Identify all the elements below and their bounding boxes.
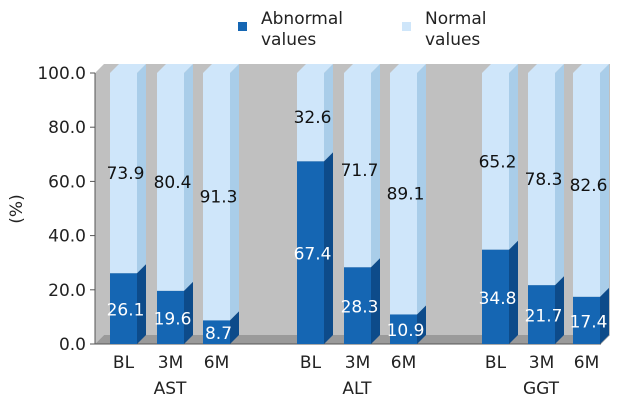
bar-abnormal-front: [482, 249, 509, 344]
x-category-label: 3M: [345, 353, 370, 373]
y-tick-label: 20.0: [48, 281, 86, 301]
x-category-label: 3M: [529, 353, 554, 373]
legend-abnormal-label: Abnormal values: [261, 9, 343, 50]
bar-normal-front: [390, 73, 417, 315]
legend-normal-label: Normal values: [425, 9, 487, 50]
bar-abnormal-side: [230, 311, 239, 344]
bar-normal-top: [344, 64, 380, 73]
bar-normal-side: [600, 64, 609, 297]
data-label-normal: 78.3: [525, 170, 563, 190]
bar-abnormal-front: [573, 296, 600, 344]
data-label-normal: 89.1: [387, 185, 425, 205]
bar-normal-front: [573, 73, 600, 297]
x-category-label: BL: [113, 353, 135, 373]
bar-normal-front: [482, 73, 509, 250]
bar-abnormal-front: [110, 273, 137, 344]
bar-normal-side: [137, 64, 146, 274]
x-category-label: BL: [485, 353, 507, 373]
bar-abnormal-front: [157, 290, 184, 344]
bar-abnormal-front: [297, 161, 324, 344]
legend-normal: Normal values: [402, 9, 515, 51]
bar-abnormal-front: [528, 285, 555, 344]
bar-abnormal-side: [184, 281, 193, 344]
x-group-label: GGT: [523, 379, 560, 399]
data-label-abnormal: 28.3: [341, 298, 379, 318]
data-label-normal: 73.9: [107, 164, 145, 184]
bar-abnormal-side: [137, 264, 146, 344]
y-tick-label: 0.0: [59, 335, 86, 355]
legend-abnormal: Abnormal values: [238, 9, 351, 51]
bar-normal-top: [482, 64, 518, 73]
bar-normal-top: [573, 64, 609, 73]
data-label-normal: 65.2: [479, 152, 517, 172]
bar-normal-front: [203, 73, 230, 321]
data-label-abnormal: 10.9: [387, 321, 425, 341]
bar-normal-side: [324, 64, 333, 162]
x-category-label: 6M: [204, 353, 229, 373]
bar-abnormal-front: [390, 314, 417, 344]
bar-abnormal-front: [344, 267, 371, 344]
legend-abnormal-swatch: [238, 22, 247, 31]
data-label-normal: 91.3: [200, 188, 238, 208]
y-tick-label: 40.0: [48, 227, 86, 247]
bar-normal-front: [110, 73, 137, 274]
data-label-normal: 82.6: [570, 176, 608, 196]
bar-normal-front: [528, 73, 555, 286]
bar-normal-top: [528, 64, 564, 73]
bar-abnormal-side: [555, 276, 564, 344]
x-category-label: BL: [300, 353, 322, 373]
bar-normal-top: [297, 64, 333, 73]
y-axis-label: (%): [7, 194, 27, 223]
bar-abnormal-side: [600, 287, 609, 344]
x-category-label: 6M: [574, 353, 599, 373]
x-category-label: 6M: [391, 353, 416, 373]
legend-normal-swatch: [402, 22, 411, 31]
data-label-normal: 80.4: [154, 173, 192, 193]
bar-normal-top: [110, 64, 146, 73]
x-group-label: ALT: [342, 379, 372, 399]
data-label-abnormal: 26.1: [107, 301, 145, 321]
data-label-abnormal: 19.6: [154, 309, 192, 329]
bar-normal-side: [371, 64, 380, 268]
bar-normal-top: [203, 64, 239, 73]
bar-normal-side: [184, 64, 193, 291]
data-label-normal: 71.7: [341, 161, 379, 181]
bar-normal-side: [230, 64, 239, 321]
data-label-abnormal: 8.7: [205, 324, 232, 344]
bar-normal-side: [509, 64, 518, 250]
data-label-normal: 32.6: [294, 108, 332, 128]
y-tick-label: 80.0: [48, 118, 86, 138]
data-label-abnormal: 34.8: [479, 289, 517, 309]
bar-normal-front: [297, 73, 324, 162]
bar-normal-side: [555, 64, 564, 286]
data-label-abnormal: 67.4: [294, 245, 332, 265]
bar-abnormal-side: [509, 240, 518, 344]
x-group-label: AST: [154, 379, 187, 399]
bar-normal-top: [390, 64, 426, 73]
x-category-label: 3M: [158, 353, 183, 373]
bar-abnormal-side: [324, 152, 333, 344]
data-label-abnormal: 21.7: [525, 307, 563, 327]
bar-abnormal-side: [371, 258, 380, 344]
bar-abnormal-side: [417, 305, 426, 344]
bar-normal-front: [157, 73, 184, 291]
bar-normal-front: [344, 73, 371, 268]
bar-normal-top: [157, 64, 193, 73]
y-tick-label: 100.0: [37, 64, 86, 84]
bar-normal-side: [417, 64, 426, 315]
data-label-abnormal: 17.4: [570, 312, 608, 332]
bar-abnormal-front: [203, 320, 230, 344]
y-tick-label: 60.0: [48, 172, 86, 192]
